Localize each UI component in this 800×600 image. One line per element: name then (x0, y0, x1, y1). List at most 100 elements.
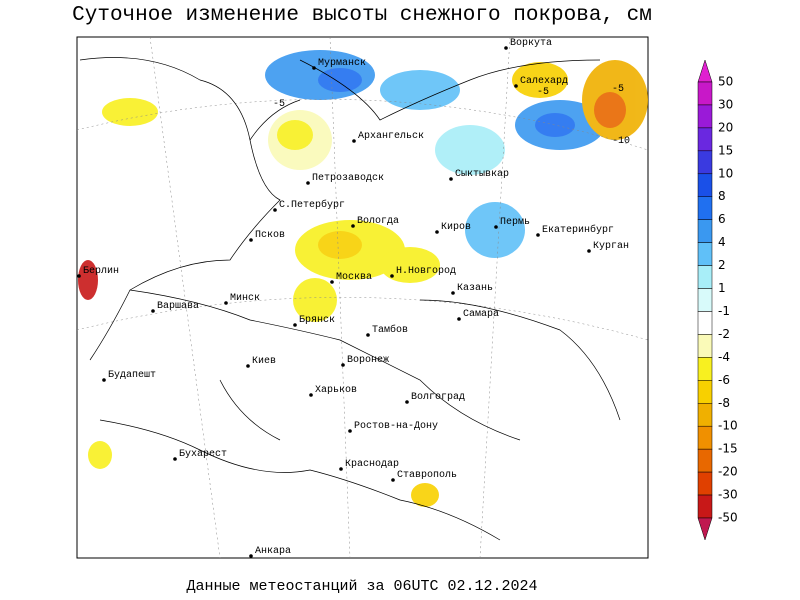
city-label: Курган (593, 241, 629, 252)
city-dot (306, 181, 310, 185)
city-label: Петрозаводск (312, 173, 384, 184)
city-label: Сыктывкар (455, 169, 509, 180)
legend-swatch (697, 448, 713, 473)
city-label: Волгоград (411, 392, 465, 403)
city-dot (339, 467, 343, 471)
legend-swatch (697, 81, 713, 106)
city-label: Минск (230, 293, 260, 304)
city-dot (352, 139, 356, 143)
legend-arrow-top (697, 59, 713, 83)
legend-label: -4 (718, 350, 730, 364)
city-dot (102, 378, 106, 382)
city-dot (390, 274, 394, 278)
legend: 50 30 20 15 10 8 6 4 2 1 -1 -2 -4 -6 -8 -10 -15 -20 -30 -50 (697, 59, 738, 541)
city-dot (309, 393, 313, 397)
legend-swatch (697, 127, 713, 152)
city-label: Будапешт (108, 370, 156, 381)
legend-label: -20 (718, 465, 738, 479)
city-label: Москва (336, 272, 372, 283)
legend-swatch (697, 494, 713, 519)
legend-label: -30 (718, 488, 738, 502)
city-dot (351, 224, 355, 228)
city-dot (249, 554, 253, 558)
legend-label: -6 (718, 373, 730, 387)
legend-swatch (697, 242, 713, 266)
city-label: Брянск (299, 315, 335, 326)
city-dot (504, 46, 508, 50)
legend-label: -8 (718, 396, 730, 410)
legend-swatch (697, 471, 713, 496)
legend-label: -10 (718, 419, 738, 433)
legend-swatch (697, 265, 713, 289)
legend-swatch (697, 288, 713, 312)
city-dot (246, 364, 250, 368)
city-dot (391, 478, 395, 482)
legend-label: 10 (718, 166, 733, 180)
legend-swatch (697, 150, 713, 175)
city-dot (536, 233, 540, 237)
city-label: Воркута (510, 38, 552, 49)
legend-swatch (697, 334, 713, 358)
legend-label: 2 (718, 258, 726, 272)
city-dot (587, 249, 591, 253)
city-label: Ставрополь (397, 470, 457, 481)
city-dot (293, 323, 297, 327)
city-dot (494, 225, 498, 229)
city-labels: Воркута Мурманск Салехард Архангельск Петроз… (77, 38, 630, 558)
city-dot (312, 66, 316, 70)
city-dot (77, 274, 81, 278)
city-label: Псков (255, 230, 285, 241)
precip-areas (78, 50, 648, 507)
city-dot (366, 333, 370, 337)
city-label: Салехард (520, 76, 568, 87)
legend-swatch (697, 173, 713, 197)
legend-label: 50 (718, 75, 733, 89)
legend-label: 4 (718, 235, 726, 249)
city-label: Воронеж (347, 355, 389, 366)
city-label: Харьков (315, 385, 357, 396)
city-label: Бухарест (179, 449, 227, 460)
map-footer: Данные метеостанций за 06UTC 02.12.2024 (186, 578, 537, 595)
city-label: Мурманск (318, 58, 366, 69)
city-label: Самара (463, 309, 499, 320)
city-label: Казань (457, 283, 493, 294)
city-dot (514, 84, 518, 88)
city-dot (435, 230, 439, 234)
city-label: Ростов-на-Дону (354, 421, 438, 432)
city-dot (273, 208, 277, 212)
legend-label: 1 (718, 281, 726, 295)
legend-swatch (697, 380, 713, 404)
map: Воркута Мурманск Салехард Архангельск Петроз… (76, 36, 649, 559)
contour-label: -10 (612, 136, 630, 147)
legend-swatch (697, 104, 713, 129)
contour-label: -5 (273, 99, 285, 110)
city-label: Пермь (500, 217, 530, 228)
city-label: Краснодар (345, 459, 399, 470)
city-label: Берлин (83, 266, 119, 277)
map-title: Суточное изменение высоты снежного покро… (72, 4, 652, 27)
legend-swatch (697, 196, 713, 220)
city-label: Киров (441, 222, 471, 233)
legend-swatch (697, 403, 713, 427)
legend-label: 15 (718, 143, 733, 157)
city-dot (451, 291, 455, 295)
city-dot (151, 309, 155, 313)
borders (76, 36, 649, 559)
legend-swatch (697, 425, 713, 450)
city-dot (341, 363, 345, 367)
legend-label: -2 (718, 327, 730, 341)
city-label: С.Петербург (279, 198, 345, 211)
legend-label: 20 (718, 120, 733, 134)
contour-label: -5 (537, 87, 549, 98)
legend-label: 6 (718, 212, 726, 226)
city-label: Тамбов (372, 323, 408, 336)
city-dot (330, 280, 334, 284)
legend-arrow-bottom (697, 517, 713, 541)
city-label: Архангельск (358, 131, 424, 142)
city-label: Киев (252, 356, 276, 367)
city-dot (405, 400, 409, 404)
city-dot (457, 317, 461, 321)
legend-label: -15 (718, 442, 738, 456)
legend-label: 8 (718, 189, 726, 203)
